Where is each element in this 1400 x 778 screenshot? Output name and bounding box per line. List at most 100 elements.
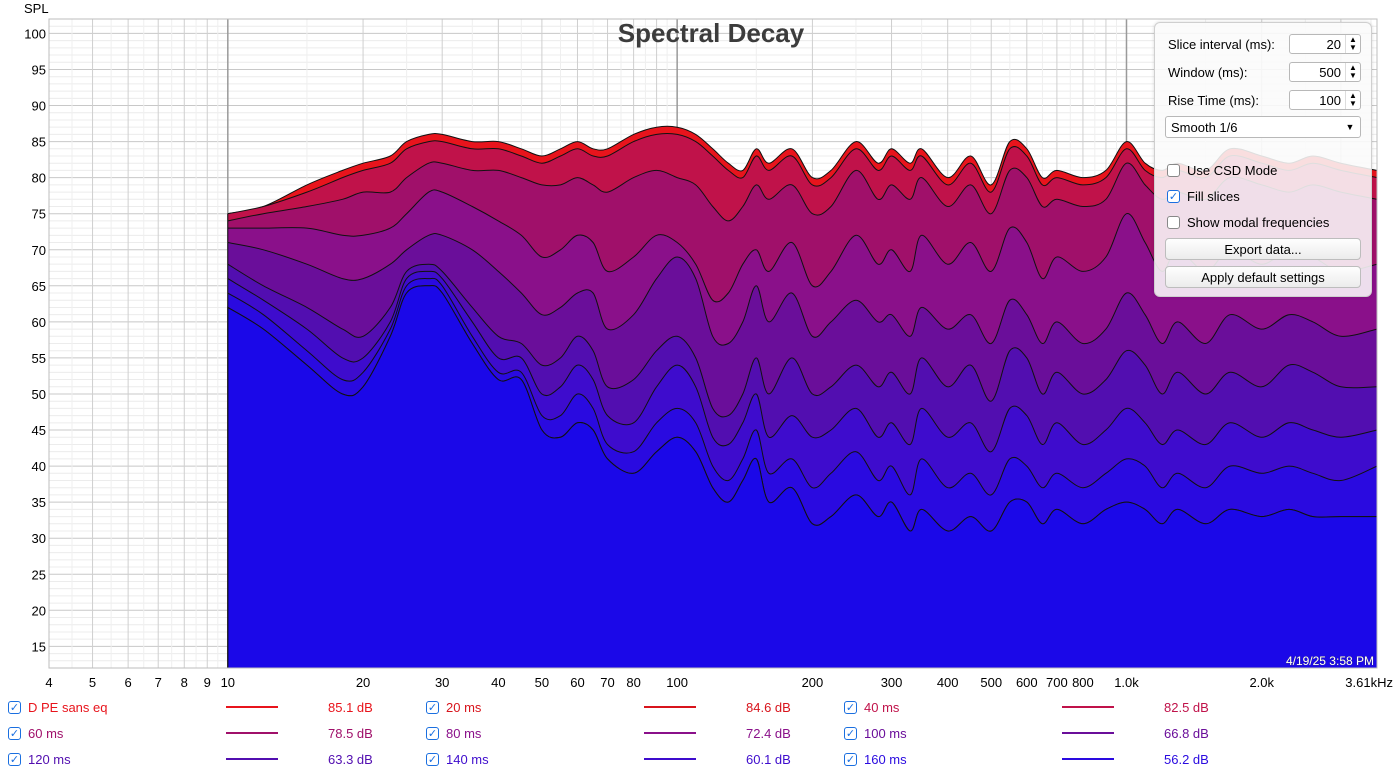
y-tick-label: 50 bbox=[32, 387, 46, 402]
y-tick-label: 85 bbox=[32, 135, 46, 150]
legend-name: 40 ms bbox=[864, 699, 900, 715]
legend-name: 120 ms bbox=[28, 751, 71, 767]
rise-time-stepper[interactable]: 100 ▲ ▼ bbox=[1289, 90, 1361, 110]
legend-checkbox[interactable]: ✓ bbox=[426, 752, 439, 766]
legend-item: ✓ 60 ms 78.5 dB bbox=[8, 723, 418, 743]
legend-name: 160 ms bbox=[864, 751, 907, 767]
legend-checkbox[interactable]: ✓ bbox=[8, 726, 21, 740]
slice-line bbox=[227, 233, 1378, 346]
legend-checkbox[interactable]: ✓ bbox=[8, 700, 21, 714]
legend-name: 80 ms bbox=[446, 725, 482, 741]
legend-checkbox[interactable]: ✓ bbox=[844, 726, 857, 740]
x-tick-label: 200 bbox=[802, 675, 824, 690]
legend-item: ✓ D PE sans eq 85.1 dB bbox=[8, 697, 418, 717]
x-tick-label: 500 bbox=[980, 675, 1002, 690]
rise-time-value[interactable]: 100 bbox=[1319, 92, 1341, 108]
settings-panel: Slice interval (ms): 20 ▲ ▼ Window (ms): … bbox=[1154, 22, 1372, 297]
legend-db-value: 56.2 dB bbox=[1164, 751, 1209, 767]
x-tick-label: 800 bbox=[1072, 675, 1094, 690]
use-csd-mode-label: Use CSD Mode bbox=[1187, 162, 1278, 178]
y-tick-label: 90 bbox=[32, 99, 46, 114]
slice-interval-row: Slice interval (ms): 20 ▲ ▼ bbox=[1168, 33, 1361, 55]
y-tick-label: 25 bbox=[32, 567, 46, 582]
use-csd-mode-checkbox[interactable]: Use CSD Mode bbox=[1167, 161, 1277, 179]
x-tick-label: 700 bbox=[1046, 675, 1068, 690]
x-tick-label: 4 bbox=[45, 675, 52, 690]
x-tick-label: 7 bbox=[155, 675, 162, 690]
slice-base-fill bbox=[227, 285, 1378, 669]
x-tick-label: 6 bbox=[125, 675, 132, 690]
export-data-button[interactable]: Export data... bbox=[1165, 238, 1361, 260]
legend-name: 100 ms bbox=[864, 725, 907, 741]
legend-item: ✓ 20 ms 84.6 dB bbox=[426, 697, 836, 717]
legend-name: 140 ms bbox=[446, 751, 489, 767]
legend-swatch bbox=[226, 758, 278, 760]
decay-slices bbox=[227, 125, 1378, 669]
slice-line bbox=[227, 189, 1378, 303]
checkbox-icon[interactable] bbox=[1167, 215, 1180, 229]
y-tick-label: 70 bbox=[32, 243, 46, 258]
slice-interval-stepper[interactable]: 20 ▲ ▼ bbox=[1289, 34, 1361, 54]
legend-db-value: 66.8 dB bbox=[1164, 725, 1209, 741]
y-tick-label: 35 bbox=[32, 495, 46, 510]
stepper-arrows-icon[interactable]: ▲ ▼ bbox=[1345, 91, 1360, 109]
legend-swatch bbox=[644, 706, 696, 708]
legend-checkbox[interactable]: ✓ bbox=[8, 752, 21, 766]
x-tick-label: 30 bbox=[435, 675, 449, 690]
x-tick-label: 9 bbox=[204, 675, 211, 690]
legend-db-value: 72.4 dB bbox=[746, 725, 791, 741]
x-tick-label: 80 bbox=[626, 675, 640, 690]
smoothing-select[interactable]: Smooth 1/6 ▼ bbox=[1165, 116, 1361, 138]
legend-db-value: 63.3 dB bbox=[328, 751, 373, 767]
y-tick-label: 15 bbox=[32, 639, 46, 654]
legend-name: 60 ms bbox=[28, 725, 64, 741]
slice-line bbox=[227, 277, 1378, 496]
show-modal-frequencies-checkbox[interactable]: Show modal frequencies bbox=[1167, 213, 1329, 231]
legend-db-value: 78.5 dB bbox=[328, 725, 373, 741]
legend-db-value: 85.1 dB bbox=[328, 699, 373, 715]
legend: ✓ D PE sans eq 85.1 dB ✓ 20 ms 84.6 dB ✓ 40 ms 8… bbox=[0, 697, 1400, 778]
legend-checkbox[interactable]: ✓ bbox=[844, 752, 857, 766]
legend-checkbox[interactable]: ✓ bbox=[426, 726, 439, 740]
fill-slices-checkbox[interactable]: ✓ Fill slices bbox=[1167, 187, 1240, 205]
legend-db-value: 60.1 dB bbox=[746, 751, 791, 767]
legend-swatch bbox=[1062, 706, 1114, 708]
legend-swatch bbox=[226, 706, 278, 708]
y-tick-label: 45 bbox=[32, 423, 46, 438]
y-tick-label: 30 bbox=[32, 531, 46, 546]
legend-item: ✓ 120 ms 63.3 dB bbox=[8, 749, 418, 769]
legend-db-value: 82.5 dB bbox=[1164, 699, 1209, 715]
window-stepper[interactable]: 500 ▲ ▼ bbox=[1289, 62, 1361, 82]
chart-title: Spectral Decay bbox=[618, 18, 805, 48]
y-tick-label: 20 bbox=[32, 603, 46, 618]
slice-interval-value[interactable]: 20 bbox=[1326, 36, 1341, 52]
legend-checkbox[interactable]: ✓ bbox=[426, 700, 439, 714]
legend-item: ✓ 140 ms 60.1 dB bbox=[426, 749, 836, 769]
legend-swatch bbox=[1062, 758, 1114, 760]
window-value[interactable]: 500 bbox=[1319, 64, 1341, 80]
x-tick-label: 2.0k bbox=[1249, 675, 1274, 690]
y-tick-label: 55 bbox=[32, 351, 46, 366]
stepper-arrows-icon[interactable]: ▲ ▼ bbox=[1345, 35, 1360, 53]
legend-swatch bbox=[644, 732, 696, 734]
x-tick-label: 10 bbox=[221, 675, 235, 690]
legend-swatch bbox=[226, 732, 278, 734]
legend-checkbox[interactable]: ✓ bbox=[844, 700, 857, 714]
timestamp: 4/19/25 3:58 PM bbox=[1286, 654, 1374, 668]
stepper-arrows-icon[interactable]: ▲ ▼ bbox=[1345, 63, 1360, 81]
checkbox-icon[interactable]: ✓ bbox=[1167, 189, 1180, 203]
apply-default-settings-button[interactable]: Apply default settings bbox=[1165, 266, 1361, 288]
y-tick-label: 95 bbox=[32, 62, 46, 77]
slice-line bbox=[227, 161, 1378, 222]
y-tick-label: 75 bbox=[32, 207, 46, 222]
slice-line bbox=[227, 125, 1378, 215]
checkbox-icon[interactable] bbox=[1167, 163, 1180, 177]
x-tick-label: 3.61kHz bbox=[1345, 675, 1393, 690]
y-tick-label: 60 bbox=[32, 315, 46, 330]
window-label: Window (ms): bbox=[1168, 64, 1248, 80]
slice-line bbox=[227, 263, 1378, 418]
x-tick-label: 20 bbox=[356, 675, 370, 690]
y-axis-label: SPL bbox=[24, 1, 49, 16]
legend-item: ✓ 160 ms 56.2 dB bbox=[844, 749, 1254, 769]
